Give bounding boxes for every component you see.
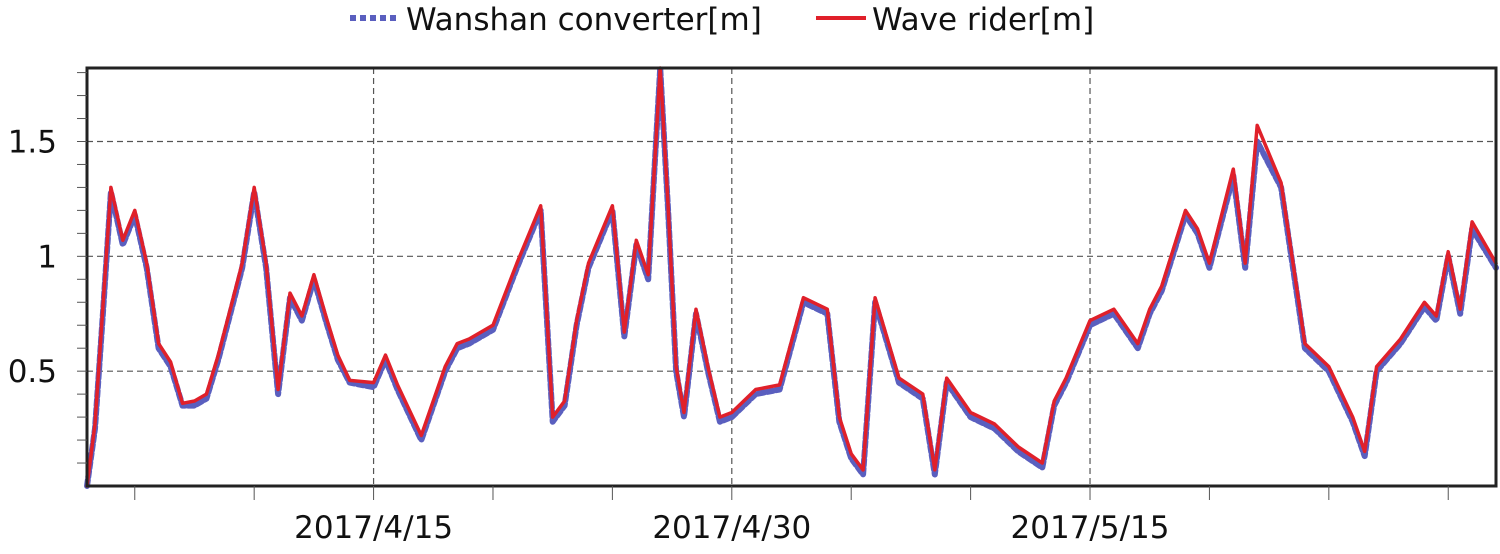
legend-label-wave-rider: Wave rider[m]	[872, 2, 1094, 38]
y-tick-label-2: 1.5	[8, 124, 57, 160]
tick-labels: 0.5 1 1.5 2017/4/15 2017/4/30 2017/5/15	[8, 124, 1170, 546]
plot-frame	[85, 66, 1498, 488]
x-tick-label-0: 2017/4/15	[294, 510, 453, 546]
series-layer	[84, 65, 1499, 489]
grid	[87, 68, 1496, 486]
ticks	[77, 72, 1449, 500]
legend: Wanshan converter[m] Wave rider[m]	[350, 2, 1094, 38]
x-tick-label-1: 2017/4/30	[652, 510, 811, 546]
x-tick-label-2: 2017/5/15	[1011, 510, 1170, 546]
y-tick-label-1: 1	[37, 239, 57, 275]
series-line-1	[85, 66, 1498, 488]
y-tick-label-0: 0.5	[8, 354, 57, 390]
legend-label-wanshan: Wanshan converter[m]	[406, 2, 762, 38]
series-line-0	[84, 65, 1499, 489]
